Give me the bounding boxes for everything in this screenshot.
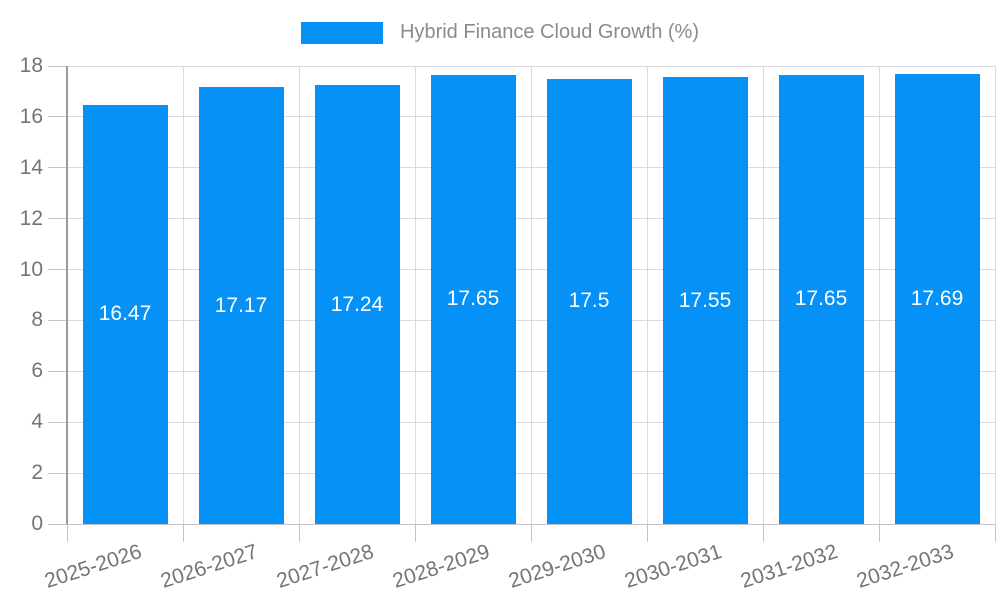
x-tick-label: 2030-2031 <box>621 540 725 593</box>
x-tick-label: 2027-2028 <box>273 540 377 593</box>
x-tick-mark <box>762 524 764 542</box>
bar-value-label: 17.65 <box>446 287 500 311</box>
bar-value-label: 16.47 <box>98 302 152 326</box>
y-tick-mark <box>48 523 67 525</box>
y-tick-label: 12 <box>19 206 43 230</box>
y-tick-label: 18 <box>19 54 43 77</box>
bar[interactable]: 17.55 <box>662 77 748 524</box>
bar-value-label: 17.24 <box>330 292 384 316</box>
y-tick-mark <box>48 65 67 67</box>
x-tick-label: 2025-2026 <box>41 540 145 593</box>
legend-swatch <box>301 21 383 44</box>
x-tick-mark <box>298 524 300 542</box>
bar[interactable]: 17.24 <box>314 85 400 524</box>
v-gridline <box>878 66 880 524</box>
x-tick-mark <box>878 524 880 542</box>
bar-value-label: 17.17 <box>214 293 268 317</box>
x-tick-label: 2029-2030 <box>505 540 609 593</box>
x-tick-mark <box>414 524 416 542</box>
y-tick-mark <box>48 116 67 118</box>
x-tick-mark <box>66 524 68 542</box>
y-tick-label: 2 <box>31 461 43 485</box>
x-tick-label: 2031-2032 <box>737 540 841 593</box>
bar[interactable]: 17.65 <box>778 74 864 524</box>
v-gridline <box>646 66 648 524</box>
y-tick-mark <box>48 167 67 169</box>
y-tick-mark <box>48 472 67 474</box>
y-tick-label: 14 <box>19 155 43 179</box>
x-tick-label: 2026-2027 <box>157 540 261 593</box>
v-gridline <box>994 66 996 524</box>
legend[interactable]: Hybrid Finance Cloud Growth (%) <box>301 21 699 44</box>
x-tick-mark <box>530 524 532 542</box>
bar-value-label: 17.65 <box>794 287 848 311</box>
bar-value-label: 17.69 <box>910 286 964 310</box>
v-gridline <box>298 66 300 524</box>
y-tick-label: 16 <box>19 104 43 128</box>
y-tick-label: 0 <box>31 512 43 535</box>
legend-label: Hybrid Finance Cloud Growth (%) <box>400 21 699 43</box>
bar-value-label: 17.55 <box>678 288 732 312</box>
x-tick-mark <box>994 524 996 542</box>
v-gridline <box>182 66 184 524</box>
bar[interactable]: 17.5 <box>546 78 632 524</box>
x-tick-label: 2032-2033 <box>853 540 957 593</box>
bar[interactable]: 16.47 <box>82 104 168 524</box>
y-tick-label: 10 <box>19 257 43 281</box>
y-tick-mark <box>48 269 67 271</box>
bar[interactable]: 17.65 <box>430 74 516 524</box>
v-gridline <box>414 66 416 524</box>
x-tick-mark <box>182 524 184 542</box>
y-tick-label: 8 <box>31 308 43 332</box>
bar[interactable]: 17.17 <box>198 87 284 524</box>
y-axis-line <box>66 66 68 524</box>
y-tick-mark <box>48 421 67 423</box>
v-gridline <box>530 66 532 524</box>
y-tick-mark <box>48 218 67 220</box>
y-tick-label: 4 <box>31 410 43 434</box>
v-gridline <box>762 66 764 524</box>
bar[interactable]: 17.69 <box>894 73 980 524</box>
y-tick-mark <box>48 319 67 321</box>
x-tick-label: 2028-2029 <box>389 540 493 593</box>
y-tick-mark <box>48 370 67 372</box>
bar-value-label: 17.5 <box>568 289 610 313</box>
y-tick-label: 6 <box>31 359 43 383</box>
x-tick-mark <box>646 524 648 542</box>
